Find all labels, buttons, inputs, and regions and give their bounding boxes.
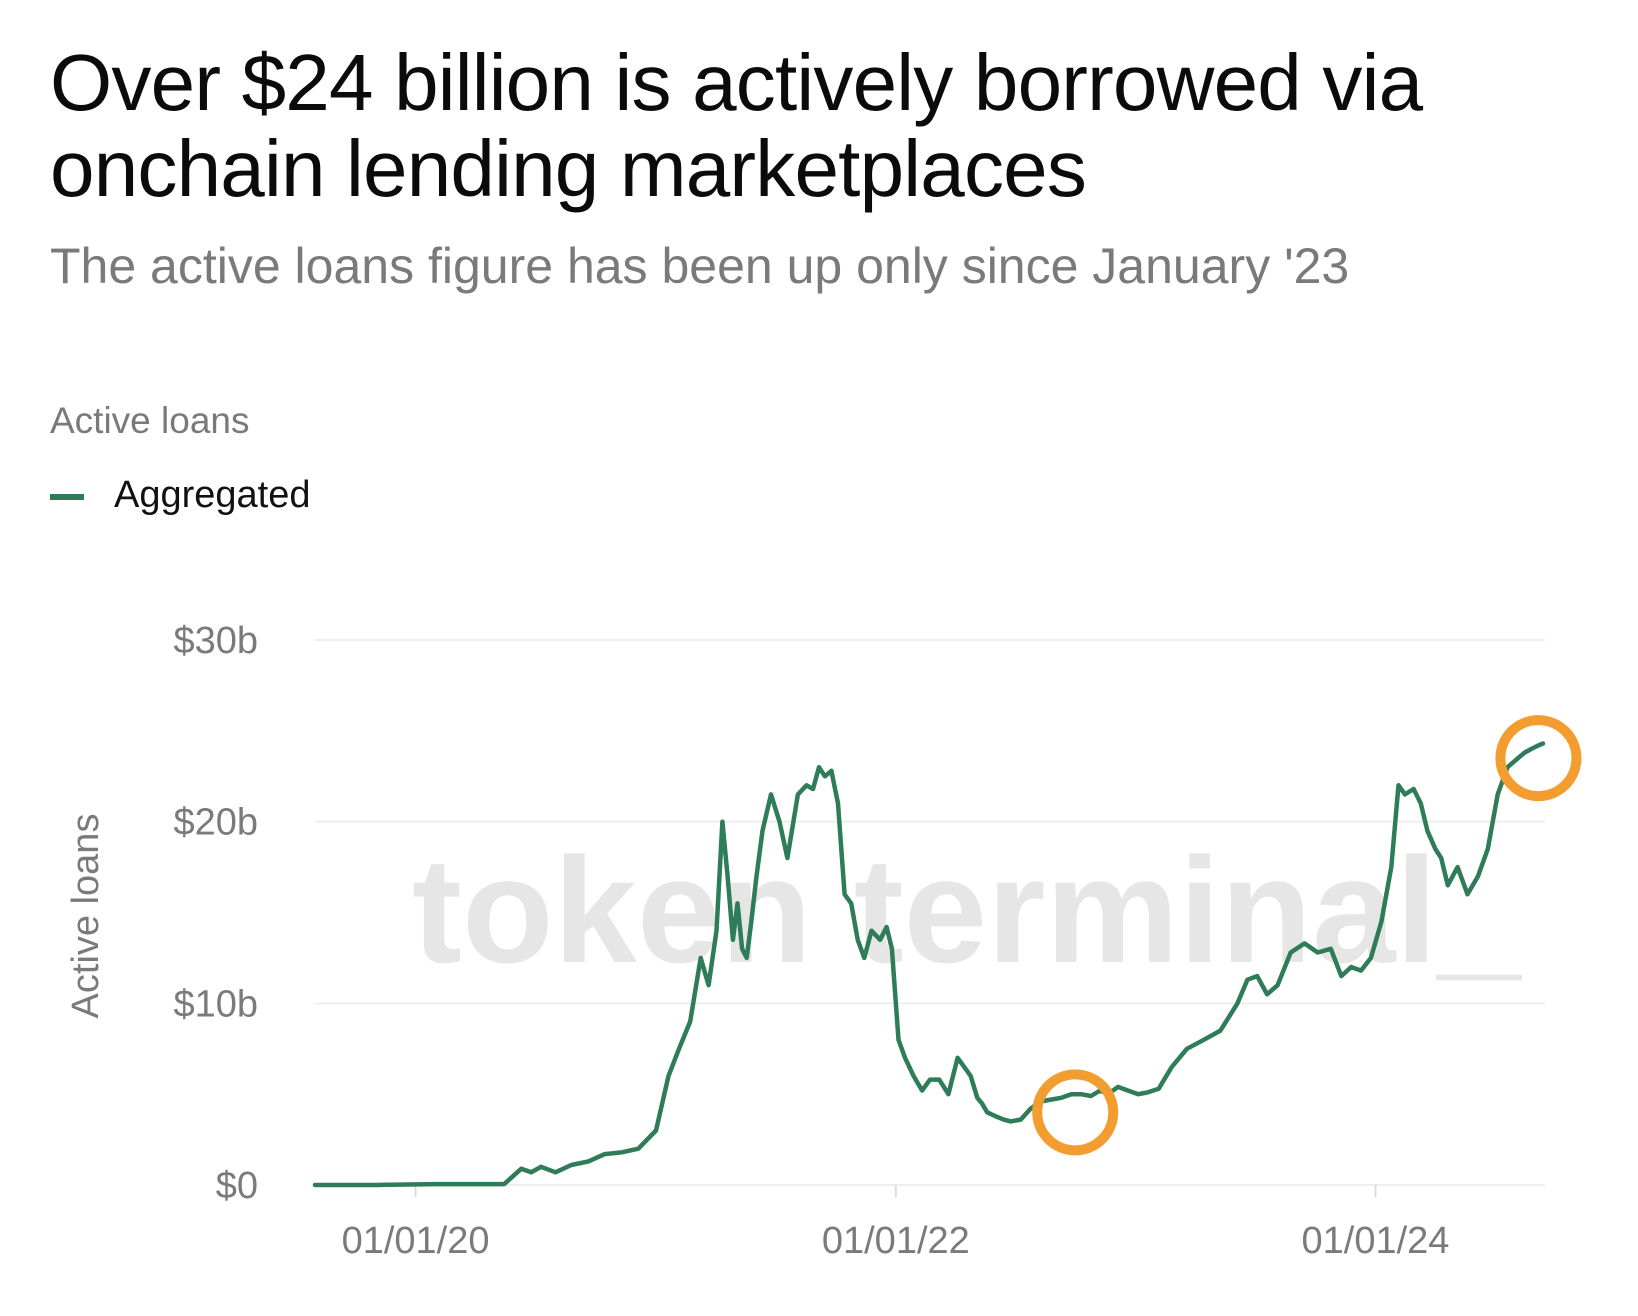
- chart-title: Over $24 billion is actively borrowed vi…: [50, 38, 1423, 213]
- highlight-circle: [1032, 1069, 1119, 1156]
- y-tick-label: $30b: [173, 620, 258, 662]
- y-tick-label: $10b: [173, 983, 258, 1025]
- y-tick-label: $20b: [173, 802, 258, 844]
- legend-title: Active loans: [50, 400, 250, 441]
- highlight-layer: [1032, 715, 1582, 1156]
- y-axis-label: Active loans: [65, 814, 107, 1019]
- x-tick-label: 01/01/22: [822, 1220, 970, 1262]
- x-tick-label: 01/01/20: [342, 1220, 490, 1262]
- series-layer: [312, 741, 1546, 1188]
- x-axis-ticks: 01/01/20 01/01/22 01/01/24: [342, 1185, 1450, 1262]
- y-tick-label: $0: [216, 1165, 258, 1207]
- legend-swatch: [50, 494, 84, 500]
- series-line-aggregated: [312, 741, 1546, 1188]
- highlight-circle: [1495, 715, 1582, 802]
- gridlines: [315, 639, 1545, 1186]
- x-tick-label: 01/01/24: [1302, 1220, 1450, 1262]
- chart-subtitle: The active loans figure has been up only…: [50, 238, 1350, 294]
- legend-label: Aggregated: [114, 474, 311, 516]
- y-axis-ticks: $0 $10b $20b $30b: [173, 620, 258, 1207]
